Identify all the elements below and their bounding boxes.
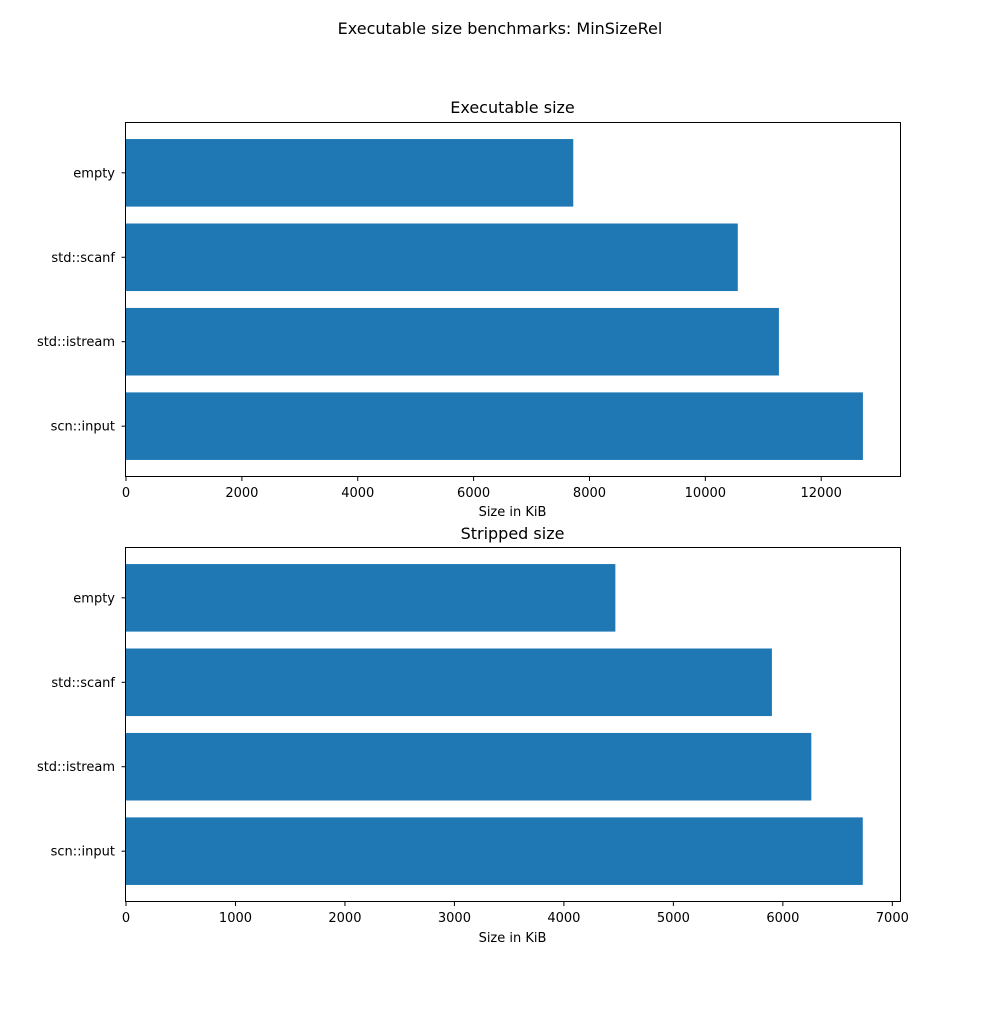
plot-frame (125, 122, 901, 477)
stripped-size-subplot: Stripped size emptystd::scanfstd::istrea… (37, 524, 909, 946)
bar-std-scanf (126, 223, 738, 292)
x-tick-label: 4000 (547, 911, 580, 926)
subplot-title: Executable size (450, 98, 575, 117)
bar-std-istream (126, 732, 812, 801)
x-tick-label: 12000 (801, 486, 842, 501)
bar-scn-input (126, 392, 863, 460)
y-tick-label: std::istream (37, 760, 115, 775)
subplot-title: Stripped size (461, 524, 565, 543)
x-axis-label: Size in KiB (479, 931, 547, 946)
bar-std-scanf (126, 648, 772, 717)
x-tick-label: 5000 (657, 911, 690, 926)
x-tick-label: 8000 (573, 486, 606, 501)
x-tick-label: 0 (122, 911, 130, 926)
x-tick-label: 2000 (225, 486, 258, 501)
x-tick-label: 6000 (457, 486, 490, 501)
x-tick-label: 4000 (341, 486, 374, 501)
executable-size-subplot: Executable size emptystd::scanfstd::istr… (37, 98, 901, 520)
x-axis-label: Size in KiB (479, 505, 547, 520)
bar-scn-input (126, 817, 863, 885)
y-tick-label: std::scanf (51, 251, 115, 266)
x-tick-label: 1000 (219, 911, 252, 926)
plot-frame (125, 547, 901, 902)
x-tick-label: 10000 (685, 486, 726, 501)
y-tick-label: empty (73, 166, 115, 181)
x-tick-label: 6000 (766, 911, 799, 926)
y-tick-label: std::istream (37, 335, 115, 350)
bar-empty (126, 564, 616, 632)
bar-std-istream (126, 307, 779, 376)
x-tick-label: 7000 (876, 911, 909, 926)
figure-suptitle: Executable size benchmarks: MinSizeRel (338, 19, 663, 38)
y-tick-label: scn::input (51, 845, 115, 860)
y-tick-label: scn::input (51, 420, 115, 435)
y-tick-label: empty (73, 591, 115, 606)
x-tick-label: 3000 (438, 911, 471, 926)
x-tick-label: 0 (122, 486, 130, 501)
y-tick-label: std::scanf (51, 676, 115, 691)
x-tick-label: 2000 (328, 911, 361, 926)
bar-empty (126, 139, 574, 207)
